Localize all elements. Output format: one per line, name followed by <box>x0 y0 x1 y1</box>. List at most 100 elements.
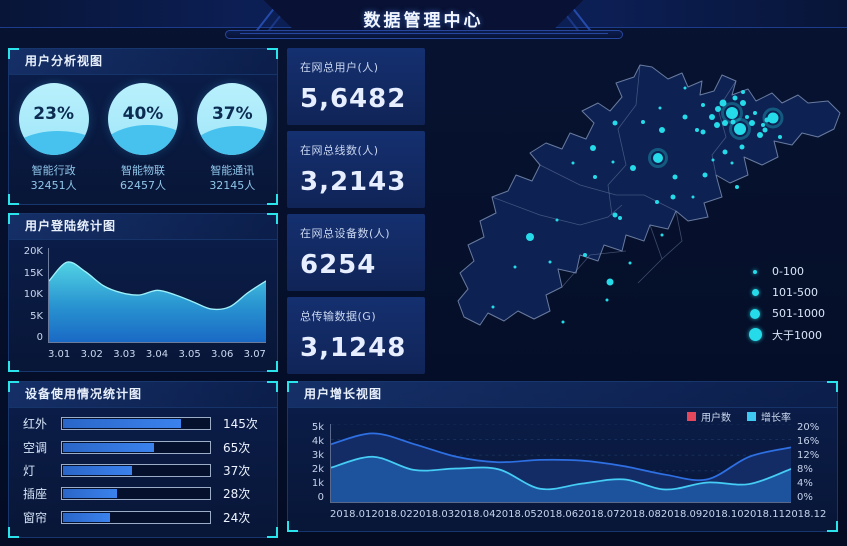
corner-accent <box>827 521 838 532</box>
bar-fill <box>63 465 132 475</box>
x-tick: 2018.03 <box>412 509 455 520</box>
bar-value: 65次 <box>223 440 251 455</box>
x-tick: 3.02 <box>80 349 103 360</box>
left-tick: 0 <box>317 492 324 503</box>
gauge-count: 32451人 <box>30 179 77 192</box>
legend-label: 501-1000 <box>772 307 825 320</box>
region-map <box>457 64 841 326</box>
map-dot <box>767 112 779 124</box>
map-dot <box>606 278 614 286</box>
map-dot <box>590 145 596 151</box>
stat-card: 在网总设备数(人) 6254 <box>287 214 425 291</box>
left-tick: 2k <box>311 464 324 475</box>
gauge-count: 62457人 <box>119 179 166 192</box>
x-tick: 3.01 <box>48 349 71 360</box>
stat-label: 在网总用户(人) <box>300 61 379 74</box>
x-tick: 2018.04 <box>454 509 496 520</box>
stat-label: 在网总线数(人) <box>300 144 379 157</box>
dot-halo <box>729 118 751 140</box>
device-bar-row: 窗帘 24次 <box>23 509 267 526</box>
growth-chart: 5k 4k 3k 2k 1k 0 20% 16% 12% 8% 4% 0% 2018.01 2018.… <box>298 420 827 527</box>
stat-value: 6254 <box>300 250 377 280</box>
corner-accent <box>267 48 278 59</box>
bar-label: 红外 <box>23 417 48 432</box>
dot-halo <box>648 148 668 168</box>
map-dot <box>740 100 746 106</box>
right-tick: 20% <box>797 422 820 433</box>
x-tick: 2018.10 <box>702 509 744 520</box>
y-tick: 20K <box>23 246 43 257</box>
bar-label: 灯 <box>23 463 36 478</box>
map-dot <box>561 320 565 324</box>
stat-card: 总传输数据(G) 3,1248 <box>287 297 425 374</box>
growth-plot <box>330 424 791 503</box>
stat-label: 总传输数据(G) <box>300 310 377 323</box>
gauge-water <box>107 125 178 155</box>
x-tick: 3.07 <box>243 349 266 360</box>
map-legend-item: 101-500 <box>746 282 825 303</box>
liquid-gauge: 37% 智能通讯 32145人 <box>193 83 271 193</box>
map-dot <box>548 260 552 264</box>
left-tick: 5k <box>311 422 324 433</box>
map-dot <box>778 135 782 139</box>
x-tick: 2018.06 <box>536 509 579 520</box>
map-dot <box>612 212 618 218</box>
map-dot <box>753 111 757 115</box>
y-tick: 5K <box>30 310 43 322</box>
device-bar-row: 灯 37次 <box>23 462 267 479</box>
login-chart: 20K 15K 10K 5K 0 3.01 3.02 3.03 3.04 3.05 3.06 3.0… <box>19 244 269 365</box>
gauge-circle: 23% <box>18 83 89 155</box>
legend-item: 用户数 <box>687 409 731 424</box>
legend-dot-box <box>746 289 764 296</box>
panel-user-growth: 用户增长视图 用户数 增长率 5k 4k 3k 2k 1k 0 20% 16% 12% 8% 4% 0… <box>287 381 838 532</box>
login-area-chart <box>49 261 266 342</box>
map-dot <box>653 153 663 163</box>
map-dot <box>722 120 728 126</box>
map-dots <box>491 86 784 324</box>
bar-value: 145次 <box>223 417 258 432</box>
device-bar-row: 空调 65次 <box>23 439 267 456</box>
map-area: 0-100 101-500 501-1000 大于1000 <box>430 45 847 377</box>
legend-label: 0-100 <box>772 265 804 278</box>
legend-dot-box <box>746 308 764 319</box>
map-dot <box>701 103 705 107</box>
panel-user-analysis: 用户分析视图 23% 智能行政 32451人 40% 智能物联 62457人 37% 智能通讯… <box>8 48 278 205</box>
x-tick: 2018.11 <box>743 509 785 520</box>
bar-fill <box>63 419 182 429</box>
map-dot <box>757 132 763 138</box>
legend-dot-icon <box>751 289 759 296</box>
bar-label: 空调 <box>23 440 48 455</box>
legend-dot-icon <box>748 328 762 341</box>
stat-value: 5,6482 <box>300 84 407 114</box>
x-tick: 3.06 <box>211 349 234 360</box>
bar-value: 28次 <box>223 487 251 502</box>
header-ornament <box>224 30 623 39</box>
map-dot <box>612 120 618 126</box>
corner-accent <box>267 213 278 224</box>
rate-line <box>331 455 791 491</box>
bar-track <box>61 510 211 524</box>
legend-dot-box <box>746 328 764 341</box>
map-dot <box>734 123 746 135</box>
map-dot <box>555 218 559 222</box>
map-dot <box>683 86 687 90</box>
right-tick: 4% <box>797 478 813 489</box>
map-dot <box>672 174 678 180</box>
stat-card: 在网总线数(人) 3,2143 <box>287 131 425 208</box>
legend-label: 用户数 <box>701 413 731 424</box>
map-dot <box>702 172 708 178</box>
gauge-water <box>18 131 89 155</box>
map-dot <box>719 99 727 107</box>
panel-login-stats: 用户登陆统计图 20K 15K 10K 5K 0 3.01 3.02 3.03 3.0 <box>8 213 278 372</box>
liquid-gauge: 23% 智能行政 32451人 <box>15 83 93 193</box>
map-dot <box>660 233 664 237</box>
device-bar-row: 红外 145次 <box>23 415 267 432</box>
stat-card: 在网总用户(人) 5,6482 <box>287 48 425 125</box>
map-dot <box>682 114 688 120</box>
login-area <box>49 261 266 342</box>
map-legend-item: 501-1000 <box>746 303 825 324</box>
map-dot <box>730 119 736 125</box>
login-x-axis: 3.01 3.02 3.03 3.04 3.05 3.06 3.07 <box>48 349 266 363</box>
gauge-row: 23% 智能行政 32451人 40% 智能物联 62457人 37% 智能通讯 32145人 <box>9 83 277 193</box>
map-dot <box>700 129 706 135</box>
